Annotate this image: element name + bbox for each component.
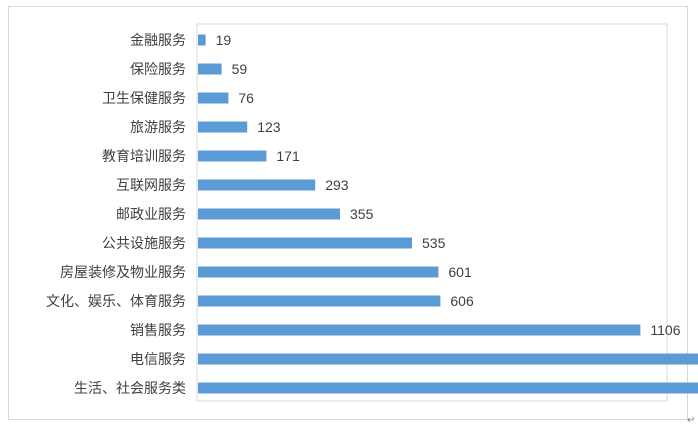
bar [198, 179, 316, 191]
bar [198, 34, 206, 46]
data-label: 535 [422, 235, 446, 251]
category-label: 文化、娱乐、体育服务 [46, 294, 186, 310]
bar [198, 150, 267, 162]
bar [198, 266, 439, 278]
bar [198, 208, 340, 220]
return-mark: ↵ [687, 415, 696, 426]
data-label: 601 [448, 264, 472, 280]
bar [198, 237, 412, 249]
category-label: 保险服务 [130, 62, 186, 78]
data-label: 19 [216, 32, 232, 48]
bar [198, 121, 248, 133]
category-label: 房屋装修及物业服务 [60, 265, 186, 281]
data-label: 171 [276, 148, 300, 164]
bar [198, 324, 641, 336]
data-label: 355 [350, 206, 374, 222]
category-label: 旅游服务 [130, 120, 186, 136]
bar [198, 295, 441, 307]
category-label: 金融服务 [130, 33, 186, 49]
data-label: 293 [325, 177, 349, 193]
data-labels: 195976123171293355535601606110613482991 [216, 32, 681, 338]
data-label: 1106 [650, 322, 680, 338]
category-label: 电信服务 [130, 352, 186, 368]
category-labels: 金融服务保险服务卫生保健服务旅游服务教育培训服务互联网服务邮政业服务公共设施服务… [46, 33, 186, 397]
category-label: 邮政业服务 [116, 207, 186, 223]
category-label: 生活、社会服务类 [74, 381, 186, 397]
data-label: 59 [232, 61, 248, 77]
data-label: 606 [450, 293, 474, 309]
bar [198, 382, 698, 394]
data-label: 123 [257, 119, 281, 135]
category-label: 公共设施服务 [102, 236, 186, 252]
data-label: 76 [238, 90, 254, 106]
bar [198, 92, 229, 104]
bars-group [198, 34, 698, 394]
category-label: 卫生保健服务 [102, 91, 186, 107]
category-label: 互联网服务 [116, 178, 186, 194]
bar [198, 63, 222, 75]
category-label: 销售服务 [130, 323, 186, 339]
bar [198, 353, 698, 365]
category-label: 教育培训服务 [102, 149, 186, 165]
